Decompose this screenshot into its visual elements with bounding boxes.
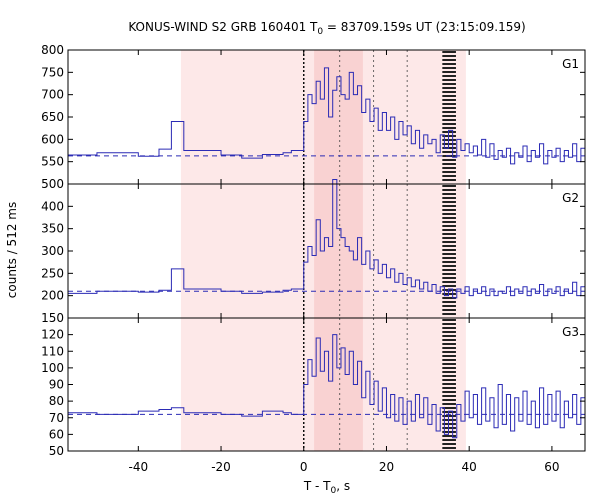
x-axis-label: T - T0, s bbox=[303, 479, 350, 496]
x-tick-label: 60 bbox=[544, 460, 559, 474]
y-tick-label: 550 bbox=[41, 155, 64, 169]
y-tick-label: 120 bbox=[41, 328, 64, 342]
title-rest: = 83709.159s UT (23:15:09.159) bbox=[323, 20, 526, 34]
y-tick-label: 50 bbox=[49, 444, 64, 458]
y-axis-label: counts / 512 ms bbox=[5, 202, 19, 298]
panel-label: G3 bbox=[562, 325, 579, 339]
marked-band bbox=[442, 185, 456, 315]
panel-g3: 50 60 70 80 90 100 110 120 G3 bbox=[41, 317, 586, 458]
lightcurve-g2 bbox=[68, 179, 586, 299]
y-tick-label: 400 bbox=[41, 199, 64, 213]
x-tick-label: 40 bbox=[462, 460, 477, 474]
y-tick-label: 150 bbox=[41, 311, 64, 325]
y-tick-label: 200 bbox=[41, 289, 64, 303]
y-tick-label: 800 bbox=[41, 43, 64, 57]
title-subscript: 0 bbox=[317, 27, 323, 37]
chart-title: KONUS-WIND S2 GRB 160401 T0 = 83709.159s… bbox=[128, 20, 525, 37]
y-tick-label: 110 bbox=[41, 344, 64, 358]
x-axis-label-rest: , s bbox=[336, 479, 350, 493]
y-tick-label: 600 bbox=[41, 132, 64, 146]
y-tick-label: 60 bbox=[49, 427, 64, 441]
x-tick-label: 0 bbox=[300, 460, 308, 474]
y-tick-label: 500 bbox=[41, 177, 64, 191]
y-tick-label: 250 bbox=[41, 266, 64, 280]
title-main: KONUS-WIND S2 GRB 160401 T bbox=[128, 20, 318, 34]
x-axis-label-main: T - T bbox=[303, 479, 331, 493]
panel-label: G1 bbox=[562, 57, 579, 71]
lightcurve-g3 bbox=[68, 334, 586, 439]
panel-g2: 150 200 250 300 350 400 G2 bbox=[41, 179, 586, 325]
lightcurve-g1 bbox=[68, 67, 586, 165]
marked-band bbox=[442, 319, 456, 449]
y-tick-label: 70 bbox=[49, 411, 64, 425]
y-tick-label: 300 bbox=[41, 244, 64, 258]
x-axis-label-subscript: 0 bbox=[331, 486, 337, 496]
y-tick-label: 100 bbox=[41, 361, 64, 375]
marked-band bbox=[442, 51, 456, 181]
panel-g1: 500 550 600 650 700 750 800 G1 bbox=[41, 43, 586, 191]
x-tick-label: -40 bbox=[129, 460, 149, 474]
y-tick-label: 90 bbox=[49, 378, 64, 392]
x-tick-label: 20 bbox=[379, 460, 394, 474]
panel-label: G2 bbox=[562, 191, 579, 205]
x-tick-label: -20 bbox=[211, 460, 231, 474]
svg-text:KONUS-WIND S2 GRB 160401 T0 =: KONUS-WIND S2 GRB 160401 T0 = 83709.159s… bbox=[128, 20, 525, 37]
y-tick-label: 80 bbox=[49, 394, 64, 408]
y-tick-label: 700 bbox=[41, 88, 64, 102]
y-tick-label: 650 bbox=[41, 110, 64, 124]
y-tick-label: 750 bbox=[41, 65, 64, 79]
y-tick-label: 350 bbox=[41, 222, 64, 236]
panels: 500550600650700750800G115020025030035040… bbox=[41, 43, 586, 474]
